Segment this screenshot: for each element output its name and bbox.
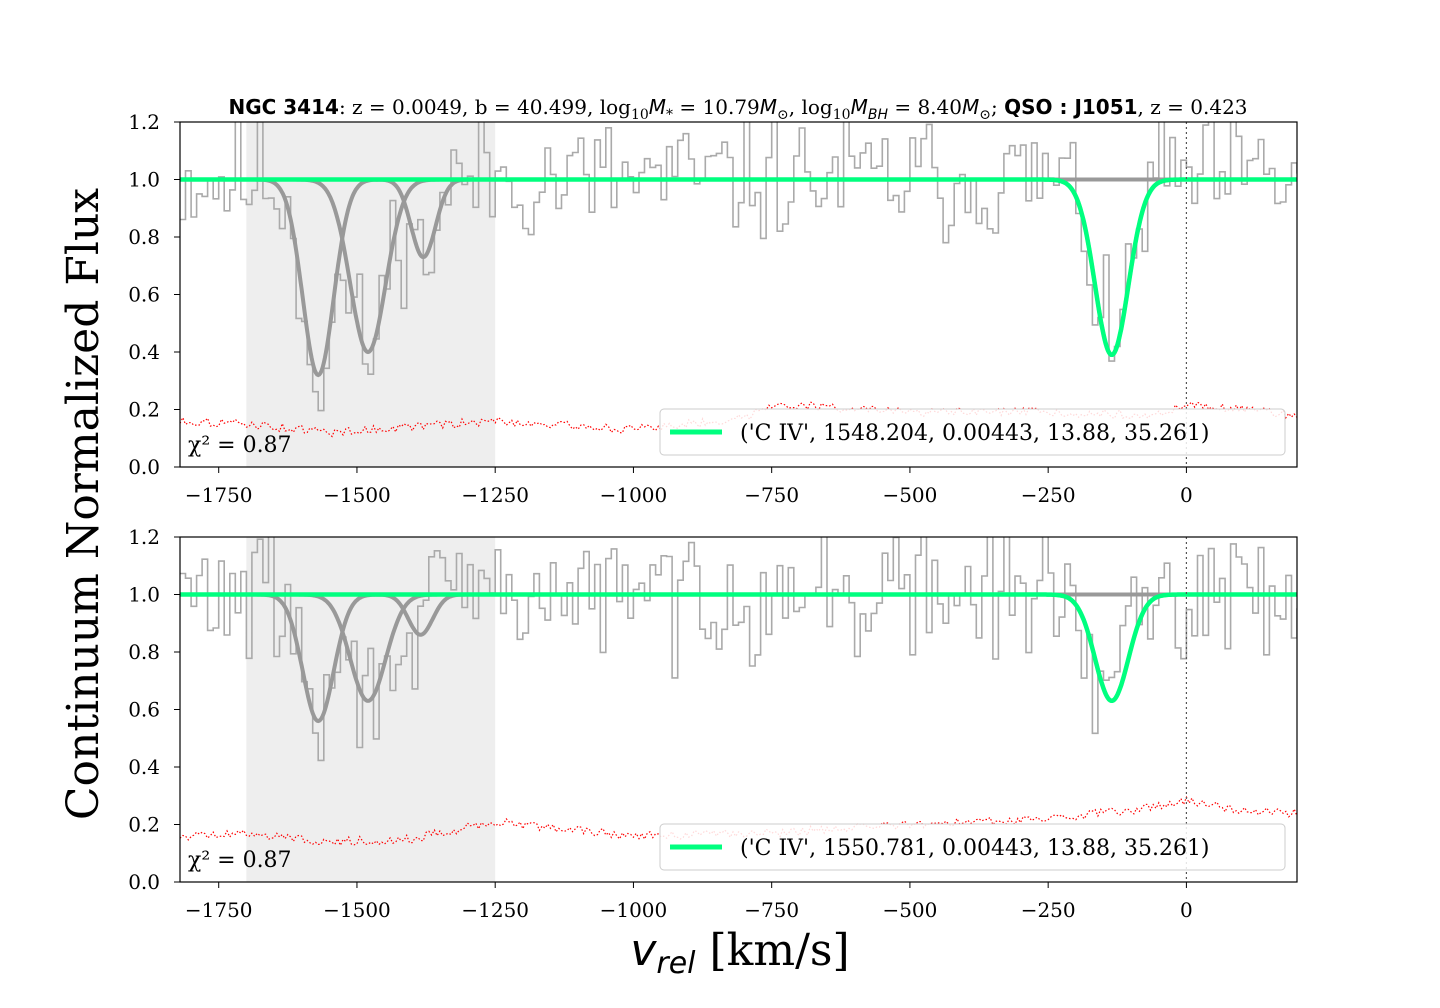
title-part: : z = 0.0049, b = 40.499, log bbox=[339, 95, 631, 119]
legend-label: ('C IV', 1548.204, 0.00443, 13.88, 35.26… bbox=[740, 421, 1210, 446]
x-axis-label-unit: [km/s] bbox=[696, 925, 850, 976]
legend-box bbox=[659, 408, 1286, 456]
chi2-label: χ² = 0.87 bbox=[188, 848, 292, 873]
panel-top: −1750 −1500 −1250 −1000 −750 −500 −250 0 0.0 0.2 0… bbox=[128, 110, 1298, 507]
plot-area bbox=[180, 537, 1297, 882]
title-part: ⊙ bbox=[777, 107, 789, 123]
plot-area bbox=[180, 122, 1297, 467]
flux-step-series bbox=[180, 537, 1297, 762]
x-axis-label-var: v bbox=[630, 925, 657, 976]
x-tick-label: 0 bbox=[1180, 483, 1193, 507]
x-tick-label: −1000 bbox=[600, 898, 668, 922]
y-tick-label: 0.6 bbox=[128, 283, 160, 307]
y-tick-label: 1.2 bbox=[128, 110, 160, 134]
panel-bottom: −1750 −1500 −1250 −1000 −750 −500 −250 0 0.0 0.2 0… bbox=[128, 525, 1298, 922]
fit-line bbox=[180, 177, 1297, 358]
x-tick-label: −1250 bbox=[461, 898, 529, 922]
legend-box bbox=[659, 823, 1286, 871]
y-tick-label: 0.4 bbox=[128, 755, 160, 779]
title-part: 10 bbox=[833, 107, 851, 123]
fit-line bbox=[180, 592, 1297, 704]
x-axis-label: vrel [km/s] bbox=[630, 925, 849, 981]
y-tick-label: 0.0 bbox=[128, 870, 160, 894]
title-part: M bbox=[962, 95, 979, 119]
x-tick-label: −1500 bbox=[323, 483, 391, 507]
y-tick-label: 0.8 bbox=[128, 225, 160, 249]
y-tick-label: 1.0 bbox=[128, 168, 160, 192]
x-tick-label: −750 bbox=[744, 898, 799, 922]
y-tick-label: 0.8 bbox=[128, 640, 160, 664]
title-part: * bbox=[666, 107, 673, 123]
y-axis-label: Continuum Normalized Flux bbox=[58, 188, 109, 820]
title-part: , z = 0.423 bbox=[1138, 95, 1248, 119]
y-tick-label: 1.2 bbox=[128, 525, 160, 549]
x-tick-label: −500 bbox=[882, 483, 937, 507]
y-tick-label: 0.0 bbox=[128, 455, 160, 479]
legend: ('C IV', 1550.781, 0.00443, 13.88, 35.26… bbox=[659, 823, 1286, 871]
y-tick-label: 0.4 bbox=[128, 340, 160, 364]
error-series bbox=[180, 401, 1297, 438]
x-tick-label: −1750 bbox=[185, 483, 253, 507]
title-part: M bbox=[760, 95, 777, 119]
shaded-region bbox=[246, 537, 496, 882]
chi2-label: χ² = 0.87 bbox=[188, 433, 292, 458]
title-part: QSO : J1051 bbox=[1004, 95, 1137, 119]
title-part: M bbox=[649, 95, 666, 119]
x-tick-label: −1000 bbox=[600, 483, 668, 507]
title-part: M bbox=[851, 95, 868, 119]
x-tick-label: 0 bbox=[1180, 898, 1193, 922]
y-tick-label: 0.6 bbox=[128, 698, 160, 722]
legend-label: ('C IV', 1550.781, 0.00443, 13.88, 35.26… bbox=[740, 836, 1210, 861]
x-tick-label: −250 bbox=[1021, 483, 1076, 507]
shaded-region bbox=[246, 122, 496, 467]
x-tick-label: −250 bbox=[1021, 898, 1076, 922]
title-part: = 10.79 bbox=[673, 95, 760, 119]
title-part: ; bbox=[991, 95, 1004, 119]
title-part: BH bbox=[868, 107, 889, 123]
y-tick-label: 1.0 bbox=[128, 583, 160, 607]
figure-title: NGC 3414: z = 0.0049, b = 40.499, log10M… bbox=[228, 95, 1247, 123]
y-tick-label: 0.2 bbox=[128, 813, 160, 837]
title-part: = 8.40 bbox=[888, 95, 962, 119]
legend: ('C IV', 1548.204, 0.00443, 13.88, 35.26… bbox=[659, 408, 1286, 456]
x-axis-label-sub: rel bbox=[656, 946, 696, 981]
y-tick-label: 0.2 bbox=[128, 398, 160, 422]
title-part: ⊙ bbox=[979, 107, 991, 123]
title-part: , log bbox=[789, 95, 833, 119]
x-tick-label: −500 bbox=[882, 898, 937, 922]
title-part: NGC 3414 bbox=[228, 95, 338, 119]
x-tick-label: −1750 bbox=[185, 898, 253, 922]
title-part: 10 bbox=[631, 107, 649, 123]
x-tick-label: −750 bbox=[744, 483, 799, 507]
x-tick-label: −1250 bbox=[461, 483, 529, 507]
x-tick-label: −1500 bbox=[323, 898, 391, 922]
